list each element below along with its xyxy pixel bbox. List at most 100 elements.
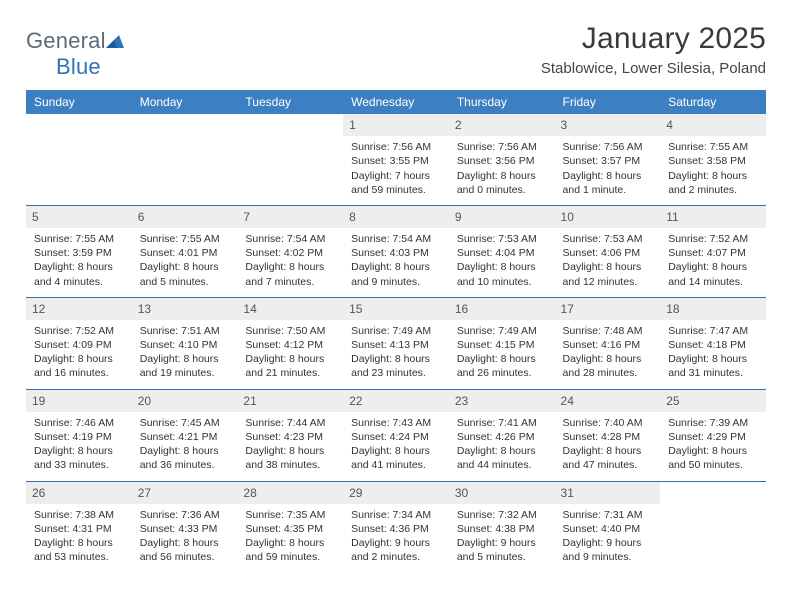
day-number: 25 bbox=[660, 390, 766, 412]
daylight-line: Daylight: 8 hours and 21 minutes. bbox=[245, 352, 335, 380]
calendar-day-cell: 28Sunrise: 7:35 AMSunset: 4:35 PMDayligh… bbox=[237, 482, 343, 573]
daylight-line: Daylight: 8 hours and 50 minutes. bbox=[668, 444, 758, 472]
calendar-day-cell: 11 Sunrise: 7:52 AMSunset: 4:07 PMDayligh… bbox=[660, 206, 766, 297]
sunset-line: Sunset: 4:28 PM bbox=[563, 430, 653, 444]
sunset-line: Sunset: 4:10 PM bbox=[140, 338, 230, 352]
daylight-line: Daylight: 8 hours and 44 minutes. bbox=[457, 444, 547, 472]
day-number: 11 bbox=[660, 206, 766, 228]
day-number: 23 bbox=[449, 390, 555, 412]
calendar-empty-cell bbox=[237, 114, 343, 205]
sunset-line: Sunset: 3:56 PM bbox=[457, 154, 547, 168]
calendar-day-cell: 5Sunrise: 7:55 AMSunset: 3:59 PMDaylight… bbox=[26, 206, 132, 297]
sunrise-line: Sunrise: 7:31 AM bbox=[563, 508, 653, 522]
calendar-day-cell: 25Sunrise: 7:39 AMSunset: 4:29 PMDayligh… bbox=[660, 390, 766, 481]
calendar-day-cell: 18Sunrise: 7:47 AMSunset: 4:18 PMDayligh… bbox=[660, 298, 766, 389]
sunset-line: Sunset: 4:23 PM bbox=[245, 430, 335, 444]
sunset-line: Sunset: 4:33 PM bbox=[140, 522, 230, 536]
sunrise-line: Sunrise: 7:36 AM bbox=[140, 508, 230, 522]
sunset-line: Sunset: 4:36 PM bbox=[351, 522, 441, 536]
calendar-table: SundayMondayTuesdayWednesdayThursdayFrid… bbox=[26, 90, 766, 572]
daylight-line: Daylight: 8 hours and 56 minutes. bbox=[140, 536, 230, 564]
calendar-day-cell: 7Sunrise: 7:54 AMSunset: 4:02 PMDaylight… bbox=[237, 206, 343, 297]
sunset-line: Sunset: 4:15 PM bbox=[457, 338, 547, 352]
day-number: 17 bbox=[555, 298, 661, 320]
daylight-line: Daylight: 8 hours and 41 minutes. bbox=[351, 444, 441, 472]
sunset-line: Sunset: 4:18 PM bbox=[668, 338, 758, 352]
calendar-day-cell: 17Sunrise: 7:48 AMSunset: 4:16 PMDayligh… bbox=[555, 298, 661, 389]
day-number: 13 bbox=[132, 298, 238, 320]
day-number: 18 bbox=[660, 298, 766, 320]
daylight-line: Daylight: 8 hours and 38 minutes. bbox=[245, 444, 335, 472]
day-number: 1 bbox=[343, 114, 449, 136]
sunset-line: Sunset: 4:40 PM bbox=[563, 522, 653, 536]
day-number: 10 bbox=[555, 206, 661, 228]
sunrise-line: Sunrise: 7:56 AM bbox=[457, 140, 547, 154]
sunset-line: Sunset: 4:12 PM bbox=[245, 338, 335, 352]
daylight-line: Daylight: 8 hours and 7 minutes. bbox=[245, 260, 335, 288]
sunrise-line: Sunrise: 7:49 AM bbox=[351, 324, 441, 338]
calendar-day-cell: 12Sunrise: 7:52 AMSunset: 4:09 PMDayligh… bbox=[26, 298, 132, 389]
header-bar: General Blue January 2025 Stablowice, Lo… bbox=[26, 22, 766, 80]
sunset-line: Sunset: 4:24 PM bbox=[351, 430, 441, 444]
calendar-day-cell: 19Sunrise: 7:46 AMSunset: 4:19 PMDayligh… bbox=[26, 390, 132, 481]
sunset-line: Sunset: 4:13 PM bbox=[351, 338, 441, 352]
sunrise-line: Sunrise: 7:52 AM bbox=[34, 324, 124, 338]
daylight-line: Daylight: 8 hours and 5 minutes. bbox=[140, 260, 230, 288]
calendar-day-cell: 13Sunrise: 7:51 AMSunset: 4:10 PMDayligh… bbox=[132, 298, 238, 389]
calendar-week-row: 19Sunrise: 7:46 AMSunset: 4:19 PMDayligh… bbox=[26, 390, 766, 481]
sunset-line: Sunset: 4:21 PM bbox=[140, 430, 230, 444]
daylight-line: Daylight: 8 hours and 53 minutes. bbox=[34, 536, 124, 564]
sunset-line: Sunset: 4:09 PM bbox=[34, 338, 124, 352]
daylight-line: Daylight: 8 hours and 10 minutes. bbox=[457, 260, 547, 288]
sunrise-line: Sunrise: 7:49 AM bbox=[457, 324, 547, 338]
sunset-line: Sunset: 3:59 PM bbox=[34, 246, 124, 260]
calendar-day-cell: 27Sunrise: 7:36 AMSunset: 4:33 PMDayligh… bbox=[132, 482, 238, 573]
sunrise-line: Sunrise: 7:52 AM bbox=[668, 232, 758, 246]
sunrise-line: Sunrise: 7:41 AM bbox=[457, 416, 547, 430]
sunset-line: Sunset: 4:06 PM bbox=[563, 246, 653, 260]
sunrise-line: Sunrise: 7:55 AM bbox=[668, 140, 758, 154]
sunrise-line: Sunrise: 7:45 AM bbox=[140, 416, 230, 430]
day-number: 3 bbox=[555, 114, 661, 136]
calendar-day-cell: 9Sunrise: 7:53 AMSunset: 4:04 PMDaylight… bbox=[449, 206, 555, 297]
sunset-line: Sunset: 4:38 PM bbox=[457, 522, 547, 536]
calendar-day-cell: 3Sunrise: 7:56 AMSunset: 3:57 PMDaylight… bbox=[555, 114, 661, 205]
sunset-line: Sunset: 4:02 PM bbox=[245, 246, 335, 260]
daylight-line: Daylight: 9 hours and 5 minutes. bbox=[457, 536, 547, 564]
daylight-line: Daylight: 8 hours and 31 minutes. bbox=[668, 352, 758, 380]
daylight-line: Daylight: 8 hours and 28 minutes. bbox=[563, 352, 653, 380]
daylight-line: Daylight: 8 hours and 36 minutes. bbox=[140, 444, 230, 472]
daylight-line: Daylight: 9 hours and 2 minutes. bbox=[351, 536, 441, 564]
daylight-line: Daylight: 8 hours and 26 minutes. bbox=[457, 352, 547, 380]
calendar-day-cell: 29Sunrise: 7:34 AMSunset: 4:36 PMDayligh… bbox=[343, 482, 449, 573]
daylight-line: Daylight: 8 hours and 14 minutes. bbox=[668, 260, 758, 288]
day-number: 26 bbox=[26, 482, 132, 504]
day-number: 22 bbox=[343, 390, 449, 412]
sunset-line: Sunset: 4:26 PM bbox=[457, 430, 547, 444]
calendar-empty-cell bbox=[660, 482, 766, 573]
daylight-line: Daylight: 8 hours and 1 minute. bbox=[563, 169, 653, 197]
calendar-day-cell: 24Sunrise: 7:40 AMSunset: 4:28 PMDayligh… bbox=[555, 390, 661, 481]
day-number: 4 bbox=[660, 114, 766, 136]
calendar-day-cell: 8Sunrise: 7:54 AMSunset: 4:03 PMDaylight… bbox=[343, 206, 449, 297]
sunset-line: Sunset: 4:07 PM bbox=[668, 246, 758, 260]
daylight-line: Daylight: 8 hours and 19 minutes. bbox=[140, 352, 230, 380]
day-header: Monday bbox=[132, 90, 238, 114]
day-number: 28 bbox=[237, 482, 343, 504]
calendar-page: General Blue January 2025 Stablowice, Lo… bbox=[0, 0, 792, 572]
daylight-line: Daylight: 9 hours and 9 minutes. bbox=[563, 536, 653, 564]
sunrise-line: Sunrise: 7:35 AM bbox=[245, 508, 335, 522]
sunrise-line: Sunrise: 7:34 AM bbox=[351, 508, 441, 522]
day-number: 6 bbox=[132, 206, 238, 228]
sunset-line: Sunset: 4:03 PM bbox=[351, 246, 441, 260]
day-number: 12 bbox=[26, 298, 132, 320]
calendar-week-row: 26Sunrise: 7:38 AMSunset: 4:31 PMDayligh… bbox=[26, 482, 766, 573]
day-number: 14 bbox=[237, 298, 343, 320]
calendar-day-cell: 30Sunrise: 7:32 AMSunset: 4:38 PMDayligh… bbox=[449, 482, 555, 573]
daylight-line: Daylight: 8 hours and 33 minutes. bbox=[34, 444, 124, 472]
sunrise-line: Sunrise: 7:54 AM bbox=[351, 232, 441, 246]
sunrise-line: Sunrise: 7:55 AM bbox=[140, 232, 230, 246]
day-header: Tuesday bbox=[237, 90, 343, 114]
daylight-line: Daylight: 7 hours and 59 minutes. bbox=[351, 169, 441, 197]
calendar-day-cell: 2Sunrise: 7:56 AMSunset: 3:56 PMDaylight… bbox=[449, 114, 555, 205]
